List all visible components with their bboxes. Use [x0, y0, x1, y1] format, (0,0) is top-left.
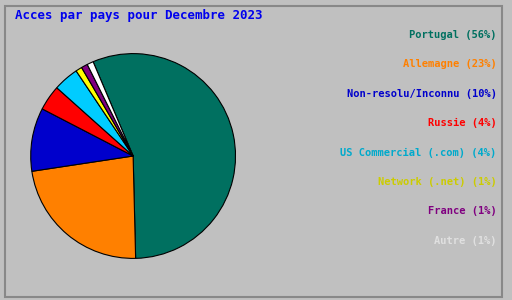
Text: Allemagne (23%): Allemagne (23%): [403, 59, 497, 69]
Text: Acces par pays pour Decembre 2023: Acces par pays pour Decembre 2023: [15, 9, 263, 22]
Wedge shape: [81, 64, 133, 156]
Text: Network (.net) (1%): Network (.net) (1%): [378, 177, 497, 187]
Text: Autre (1%): Autre (1%): [434, 236, 497, 246]
Text: Russie (4%): Russie (4%): [428, 118, 497, 128]
Wedge shape: [76, 68, 133, 156]
Wedge shape: [31, 109, 133, 171]
Wedge shape: [93, 54, 236, 258]
Text: Non-resolu/Inconnu (10%): Non-resolu/Inconnu (10%): [347, 89, 497, 99]
Wedge shape: [57, 71, 133, 156]
Text: France (1%): France (1%): [428, 206, 497, 216]
Text: Portugal (56%): Portugal (56%): [409, 30, 497, 40]
Wedge shape: [32, 156, 136, 258]
Text: US Commercial (.com) (4%): US Commercial (.com) (4%): [340, 148, 497, 158]
Wedge shape: [87, 62, 133, 156]
Wedge shape: [42, 88, 133, 156]
